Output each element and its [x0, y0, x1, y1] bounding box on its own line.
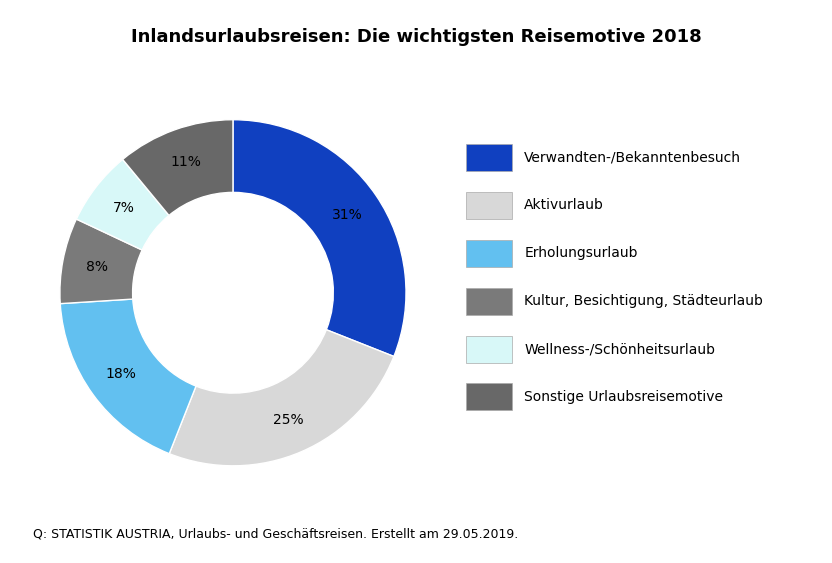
Text: 25%: 25% — [273, 413, 303, 427]
Text: 7%: 7% — [112, 201, 135, 215]
Wedge shape — [60, 299, 196, 454]
Wedge shape — [77, 159, 169, 250]
Text: Sonstige Urlaubsreisemotive: Sonstige Urlaubsreisemotive — [524, 390, 723, 404]
Text: 11%: 11% — [171, 155, 201, 169]
Text: 18%: 18% — [106, 367, 136, 381]
Text: Aktivurlaub: Aktivurlaub — [524, 199, 604, 212]
Text: Q: STATISTIK AUSTRIA, Urlaubs- und Geschäftsreisen. Erstellt am 29.05.2019.: Q: STATISTIK AUSTRIA, Urlaubs- und Gesch… — [33, 528, 518, 540]
Text: Inlandsurlaubsreisen: Die wichtigsten Reisemotive 2018: Inlandsurlaubsreisen: Die wichtigsten Re… — [131, 28, 701, 46]
Text: Verwandten-/Bekanntenbesuch: Verwandten-/Bekanntenbesuch — [524, 151, 741, 164]
Wedge shape — [60, 219, 142, 303]
Text: 31%: 31% — [332, 208, 363, 222]
Text: Kultur, Besichtigung, Städteurlaub: Kultur, Besichtigung, Städteurlaub — [524, 294, 763, 308]
Wedge shape — [122, 120, 233, 216]
Wedge shape — [233, 120, 406, 356]
Text: 8%: 8% — [86, 260, 108, 274]
Text: Wellness-/Schönheitsurlaub: Wellness-/Schönheitsurlaub — [524, 342, 716, 356]
Wedge shape — [169, 330, 394, 466]
Text: Erholungsurlaub: Erholungsurlaub — [524, 247, 637, 260]
